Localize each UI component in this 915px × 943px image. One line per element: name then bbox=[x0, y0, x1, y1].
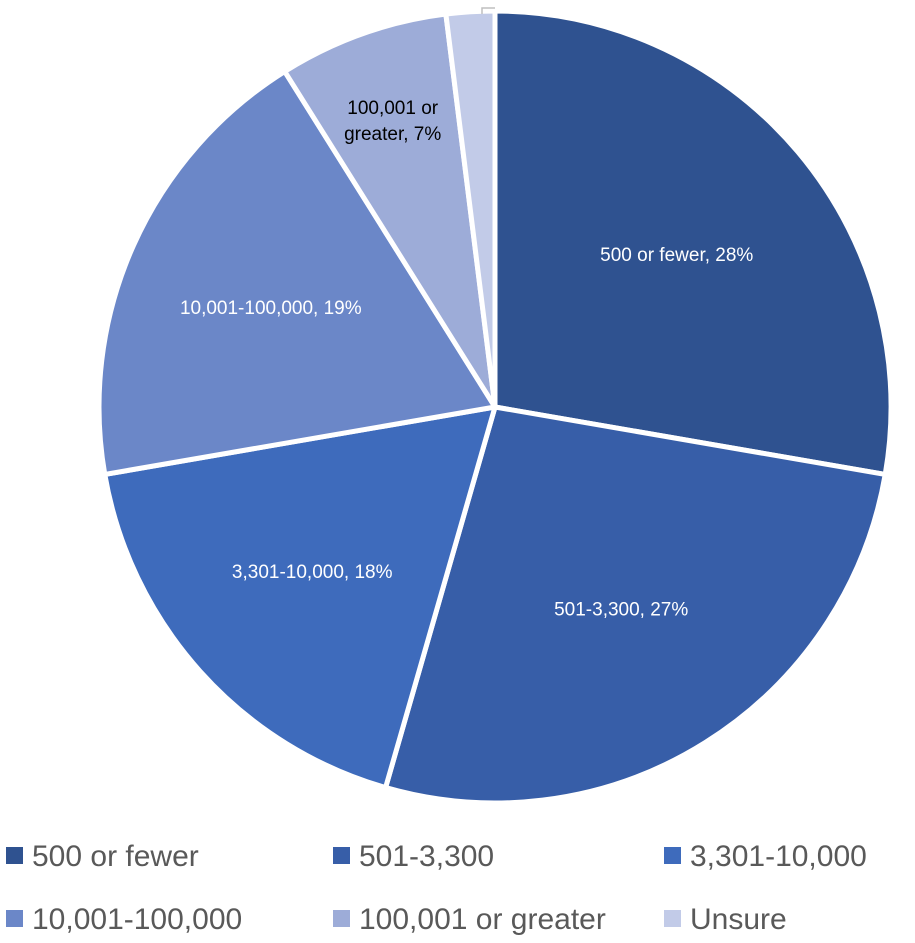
slice-unsure bbox=[443, 8, 498, 410]
slice-labels: 500 or fewer, 28% 501-3,300, 27% 3,301-10,… bbox=[180, 7, 753, 620]
legend-label-501-3-300: 501-3,300 bbox=[359, 840, 494, 873]
legend: 500 or fewer 501-3,300 3,301-10,000 10,001-… bbox=[6, 840, 867, 936]
slice-3-301-10-000 bbox=[102, 404, 498, 791]
legend-swatch-unsure bbox=[664, 910, 681, 927]
legend-swatch-100-001-or-greater bbox=[333, 910, 350, 927]
legend-label-3-301-10-000: 3,301-10,000 bbox=[690, 840, 867, 873]
data-label-100-001-or-greater: 100,001 or greater, 7% bbox=[344, 98, 441, 145]
pie-slices bbox=[96, 8, 894, 806]
legend-swatch-501-3-300 bbox=[333, 847, 350, 864]
legend-label-unsure: Unsure bbox=[690, 903, 787, 936]
slice-501-3-300 bbox=[383, 404, 888, 806]
legend-label-500-or-fewer: 500 or fewer bbox=[32, 840, 199, 873]
slice-100-001-or-greater bbox=[282, 11, 498, 410]
slice-10-001-100-000 bbox=[96, 68, 498, 477]
legend-swatch-500-or-fewer bbox=[6, 847, 23, 864]
data-label-501-3-300: 501-3,300, 27% bbox=[554, 599, 688, 620]
data-label-500-or-fewer: 500 or fewer, 28% bbox=[600, 245, 753, 266]
legend-label-100-001-or-greater: 100,001 or greater bbox=[359, 903, 606, 936]
slice-500-or-fewer bbox=[492, 8, 894, 477]
data-label-10-001-100-000: 10,001-100,000, 19% bbox=[180, 298, 362, 319]
legend-swatch-10-001-100-000 bbox=[6, 910, 23, 927]
legend-swatch-3-301-10-000 bbox=[664, 847, 681, 864]
data-label-3-301-10-000: 3,301-10,000, 18% bbox=[232, 562, 393, 583]
legend-label-10-001-100-000: 10,001-100,000 bbox=[32, 903, 242, 936]
unsure-leader-line bbox=[481, 7, 495, 14]
